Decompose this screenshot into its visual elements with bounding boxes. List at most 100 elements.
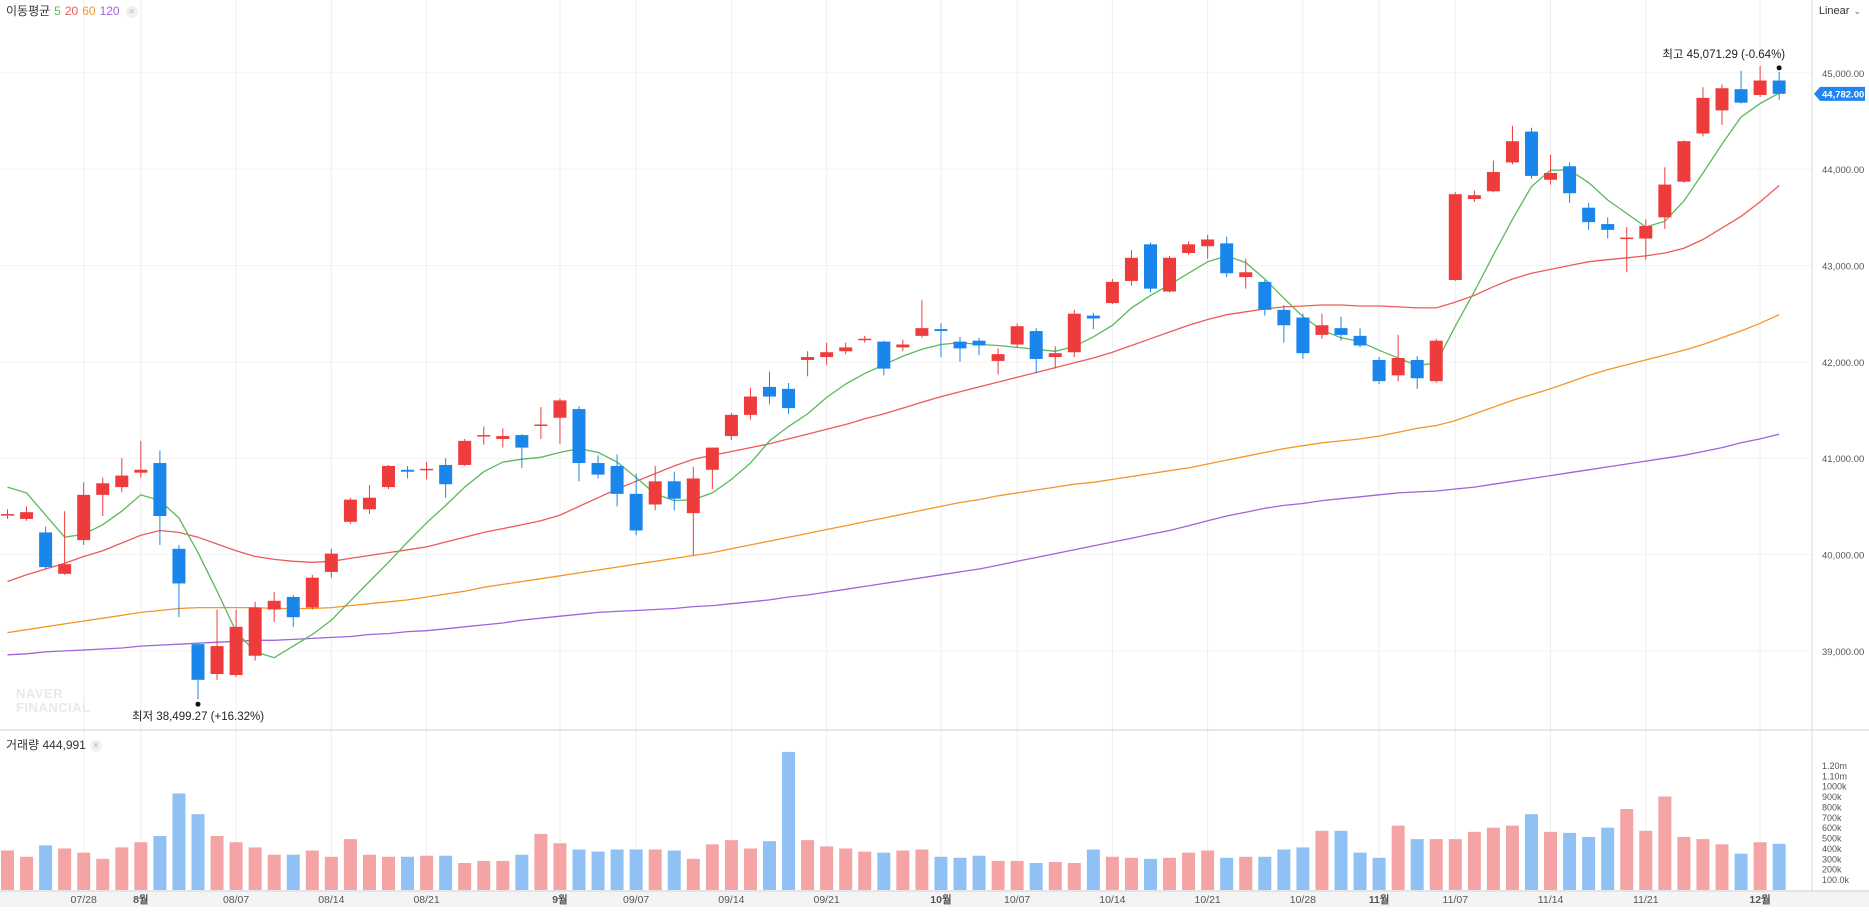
candle-body[interactable] xyxy=(915,328,929,336)
candle-body[interactable] xyxy=(77,494,91,541)
volume-bar[interactable] xyxy=(248,847,262,890)
volume-bar[interactable] xyxy=(20,856,34,890)
volume-bar[interactable] xyxy=(1239,856,1253,890)
candle-body[interactable] xyxy=(1201,239,1215,247)
volume-bar[interactable] xyxy=(1105,856,1119,890)
volume-bar[interactable] xyxy=(134,842,148,890)
candle-body[interactable] xyxy=(1620,237,1634,240)
candle-body[interactable] xyxy=(324,553,338,572)
candle-body[interactable] xyxy=(534,424,548,426)
volume-bar[interactable] xyxy=(1010,860,1024,890)
volume-bar[interactable] xyxy=(1144,858,1157,890)
volume-bar[interactable] xyxy=(1658,796,1672,890)
volume-bar[interactable] xyxy=(1067,863,1081,890)
candle-body[interactable] xyxy=(1144,244,1157,289)
candle-body[interactable] xyxy=(420,468,434,471)
volume-bar[interactable] xyxy=(724,840,738,890)
candle-body[interactable] xyxy=(1277,309,1291,326)
volume-bar[interactable] xyxy=(115,847,129,890)
candle-body[interactable] xyxy=(1467,195,1481,200)
candle-body[interactable] xyxy=(1067,313,1081,353)
volume-bar[interactable] xyxy=(686,858,700,890)
volume-bar[interactable] xyxy=(782,751,796,890)
candle-body[interactable] xyxy=(610,465,624,494)
candle-body[interactable] xyxy=(115,475,129,488)
volume-bar[interactable] xyxy=(705,844,719,890)
volume-bar[interactable] xyxy=(1620,809,1634,890)
candle-body[interactable] xyxy=(382,465,395,488)
legend-close-icon[interactable]: × xyxy=(125,6,138,18)
volume-bar[interactable] xyxy=(1525,814,1538,890)
candle-body[interactable] xyxy=(210,646,224,675)
candle-body[interactable] xyxy=(191,644,205,680)
volume-bar[interactable] xyxy=(267,854,281,890)
volume-bar[interactable] xyxy=(1220,857,1234,890)
candle-body[interactable] xyxy=(1086,315,1100,319)
candle-body[interactable] xyxy=(591,463,605,475)
volume-bar[interactable] xyxy=(1258,856,1272,890)
candle-body[interactable] xyxy=(248,607,262,656)
candle-body[interactable] xyxy=(1163,257,1177,292)
volume-bar[interactable] xyxy=(763,841,776,890)
candle-body[interactable] xyxy=(1601,224,1615,230)
volume-bar[interactable] xyxy=(96,858,110,890)
candle-body[interactable] xyxy=(267,600,281,610)
candle-body[interactable] xyxy=(1429,340,1443,382)
volume-bar[interactable] xyxy=(629,849,643,891)
candle-body[interactable] xyxy=(896,344,910,348)
candle-body[interactable] xyxy=(477,435,491,437)
candle-body[interactable] xyxy=(96,483,110,495)
candle-body[interactable] xyxy=(343,499,357,522)
volume-bar[interactable] xyxy=(1029,863,1043,890)
volume-bar[interactable] xyxy=(648,849,662,891)
volume-bar[interactable] xyxy=(1505,825,1519,890)
candle-body[interactable] xyxy=(439,464,453,485)
candle-body[interactable] xyxy=(305,577,319,608)
candle-body[interactable] xyxy=(496,436,510,439)
volume-bar[interactable] xyxy=(1563,832,1577,890)
candle-body[interactable] xyxy=(1124,257,1138,281)
candle-body[interactable] xyxy=(1353,335,1367,346)
candle-body[interactable] xyxy=(401,469,415,472)
candle-body[interactable] xyxy=(134,469,148,473)
volume-bar[interactable] xyxy=(1429,839,1443,890)
volume-bar[interactable] xyxy=(820,846,834,890)
candle-body[interactable] xyxy=(362,497,376,510)
volume-bar[interactable] xyxy=(1201,850,1215,890)
volume-bar[interactable] xyxy=(420,855,434,890)
candle-body[interactable] xyxy=(153,463,167,517)
candle-body[interactable] xyxy=(1639,226,1653,239)
volume-bar[interactable] xyxy=(496,860,510,890)
candle-body[interactable] xyxy=(667,481,681,499)
volume-bar[interactable] xyxy=(896,850,910,890)
volume-bar[interactable] xyxy=(458,863,472,890)
candle-body[interactable] xyxy=(1391,358,1405,376)
volume-bar[interactable] xyxy=(1772,843,1786,890)
volume-bar[interactable] xyxy=(362,854,376,890)
candle-body[interactable] xyxy=(686,478,700,514)
candle-body[interactable] xyxy=(991,354,1005,361)
volume-bar[interactable] xyxy=(743,848,757,890)
volume-bar[interactable] xyxy=(1334,830,1348,890)
volume-bar[interactable] xyxy=(553,843,567,890)
candle-body[interactable] xyxy=(953,341,967,349)
legend-ma60[interactable]: 60 xyxy=(82,4,96,18)
candle-body[interactable] xyxy=(1563,166,1577,194)
volume-bar[interactable] xyxy=(39,845,53,890)
volume-bar[interactable] xyxy=(667,850,681,890)
volume-bar[interactable] xyxy=(286,854,300,890)
candle-body[interactable] xyxy=(1715,88,1729,111)
candle-body[interactable] xyxy=(858,338,872,341)
candle-body[interactable] xyxy=(1677,141,1691,182)
volume-bar[interactable] xyxy=(77,852,91,890)
candle-body[interactable] xyxy=(286,596,300,618)
candle-body[interactable] xyxy=(877,341,891,369)
candle-body[interactable] xyxy=(1182,244,1196,253)
volume-bar[interactable] xyxy=(1163,857,1177,890)
legend-ma120[interactable]: 120 xyxy=(99,4,120,18)
volume-bar[interactable] xyxy=(1124,857,1138,890)
candle-body[interactable] xyxy=(1734,89,1748,103)
candle-body[interactable] xyxy=(1220,243,1234,274)
candle-body[interactable] xyxy=(58,564,72,574)
volume-bar[interactable] xyxy=(610,849,624,891)
